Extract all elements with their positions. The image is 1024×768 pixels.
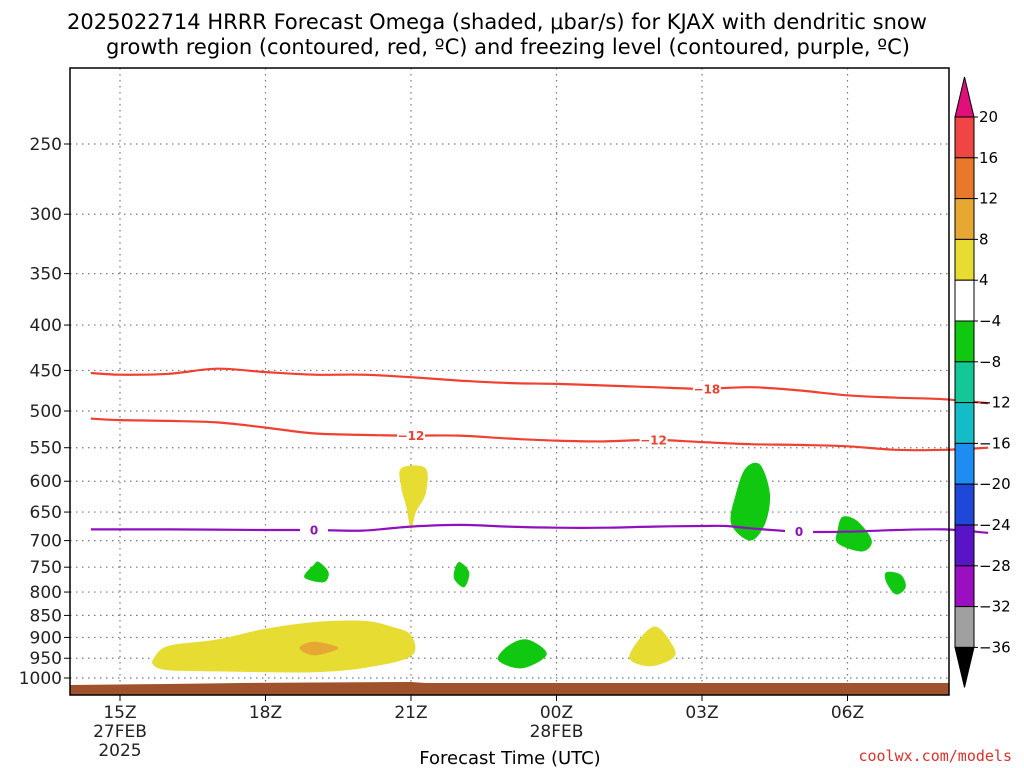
y-tick-label-850: 850 [30, 606, 62, 626]
y-tick-label-600: 600 [30, 472, 62, 492]
y-tick-label-750: 750 [30, 558, 62, 578]
colorbar-bin-12 [954, 606, 975, 648]
colorbar-bottom-arrow [954, 646, 975, 688]
colorbar-bin-9 [954, 483, 975, 526]
contour-lines: −18 −12 −12 0 0 [90, 367, 989, 539]
colorbar-label-7: −12 [979, 394, 1011, 412]
contour-label-minus12-0: −12 [398, 429, 425, 443]
y-tick-label-450: 450 [30, 361, 62, 381]
x-tick-label-00Z: 00Z [540, 703, 573, 723]
colorbar-bin-5 [954, 320, 975, 363]
credit-link[interactable]: coolwx.com/models [858, 747, 1012, 765]
omega-region-9 [884, 571, 906, 595]
colorbar-label-10: −24 [979, 516, 1011, 534]
omega-region-1 [299, 641, 339, 656]
colorbar-label-13: −36 [979, 638, 1011, 656]
y-tick-label-350: 350 [30, 265, 62, 285]
x-axis-title: Forecast Time (UTC) [419, 748, 600, 768]
omega-region-4 [453, 561, 470, 588]
colorbar-label-9: −20 [979, 475, 1011, 493]
colorbar-label-1: 16 [979, 149, 998, 167]
omega-region-3 [304, 561, 329, 583]
colorbar-bin-4 [954, 279, 975, 322]
colorbar-label-8: −16 [979, 434, 1011, 452]
x-tick-date-27FEB: 27FEB [93, 722, 147, 742]
colorbar-bin-0 [954, 116, 975, 159]
colorbar-label-0: 20 [979, 108, 998, 126]
contour-label-bg [692, 380, 721, 396]
chart-title-line2: growth region (contoured, red, ºC) and f… [106, 35, 910, 59]
y-tick-label-400: 400 [30, 316, 62, 336]
terrain-fill [70, 681, 949, 695]
contour-label-bg [785, 523, 813, 539]
y-tick-label-1000: 1000 [19, 669, 62, 689]
y-tick-label-900: 900 [30, 628, 62, 648]
colorbar-label-4: 4 [979, 271, 989, 289]
omega-region-5 [497, 639, 547, 669]
colorbar-bin-10 [954, 524, 975, 567]
colorbar-label-2: 12 [979, 190, 998, 208]
pressure-axis: 2503003504004505005506006507007508008509… [19, 135, 70, 689]
omega-region-0 [152, 620, 416, 673]
x-tick-label-15Z: 15Z [103, 703, 136, 723]
x-tick-label-21Z: 21Z [394, 703, 427, 723]
y-tick-label-250: 250 [30, 135, 62, 155]
colorbar-label-12: −32 [979, 598, 1011, 616]
colorbar-bin-2 [954, 198, 975, 240]
omega-region-2 [399, 465, 428, 530]
colorbar-bin-7 [954, 402, 975, 444]
colorbar-bin-11 [954, 565, 975, 608]
contour-label-0-0: 0 [310, 524, 318, 538]
x-tick-label-06Z: 06Z [831, 703, 864, 723]
contour-temp-12 [90, 417, 989, 452]
y-tick-label-700: 700 [30, 532, 62, 552]
x-tick-date-28FEB: 28FEB [530, 722, 584, 742]
contour-label-minus12-1: −12 [640, 433, 667, 447]
colorbar-bin-3 [954, 238, 975, 281]
colorbar-top-arrow [954, 76, 975, 118]
omega-shaded-regions [152, 462, 906, 673]
grid-lines [70, 68, 949, 695]
colorbar-label-11: −28 [979, 557, 1011, 575]
plot-frame [69, 67, 950, 696]
y-tick-label-800: 800 [30, 583, 62, 603]
omega-region-8 [835, 516, 872, 552]
colorbar-bin-8 [954, 442, 975, 485]
x-tick-label-03Z: 03Z [685, 703, 718, 723]
x-tick-label-18Z: 18Z [249, 703, 282, 723]
colorbar-bin-6 [954, 361, 975, 404]
colorbar-label-5: −4 [979, 312, 1001, 330]
contour-label-minus18-0: −18 [693, 382, 720, 396]
chart-title-line1: 2025022714 HRRR Forecast Omega (shaded, … [67, 10, 927, 34]
y-tick-label-300: 300 [30, 205, 62, 225]
y-tick-label-650: 650 [30, 503, 62, 523]
omega-region-6 [629, 626, 676, 667]
y-tick-label-950: 950 [30, 649, 62, 669]
colorbar-label-3: 8 [979, 230, 989, 248]
contour-temp-18 [90, 367, 989, 405]
colorbar-label-6: −8 [979, 353, 1001, 371]
contour-label-bg [397, 427, 425, 443]
y-tick-label-550: 550 [30, 439, 62, 459]
contour-label-0-1: 0 [795, 525, 803, 539]
terrain-layer [70, 681, 949, 695]
omega-region-7 [730, 462, 771, 541]
colorbar-bin-1 [954, 157, 975, 200]
contour-label-bg [300, 522, 328, 538]
contour-label-bg [639, 431, 668, 447]
colorbar: 20 16 12 8 4 −4 −8 −12 −16 −20 −24 −28 −32 −36 [954, 76, 1011, 688]
y-tick-label-500: 500 [30, 402, 62, 422]
x-tick-year: 2025 [98, 741, 141, 761]
